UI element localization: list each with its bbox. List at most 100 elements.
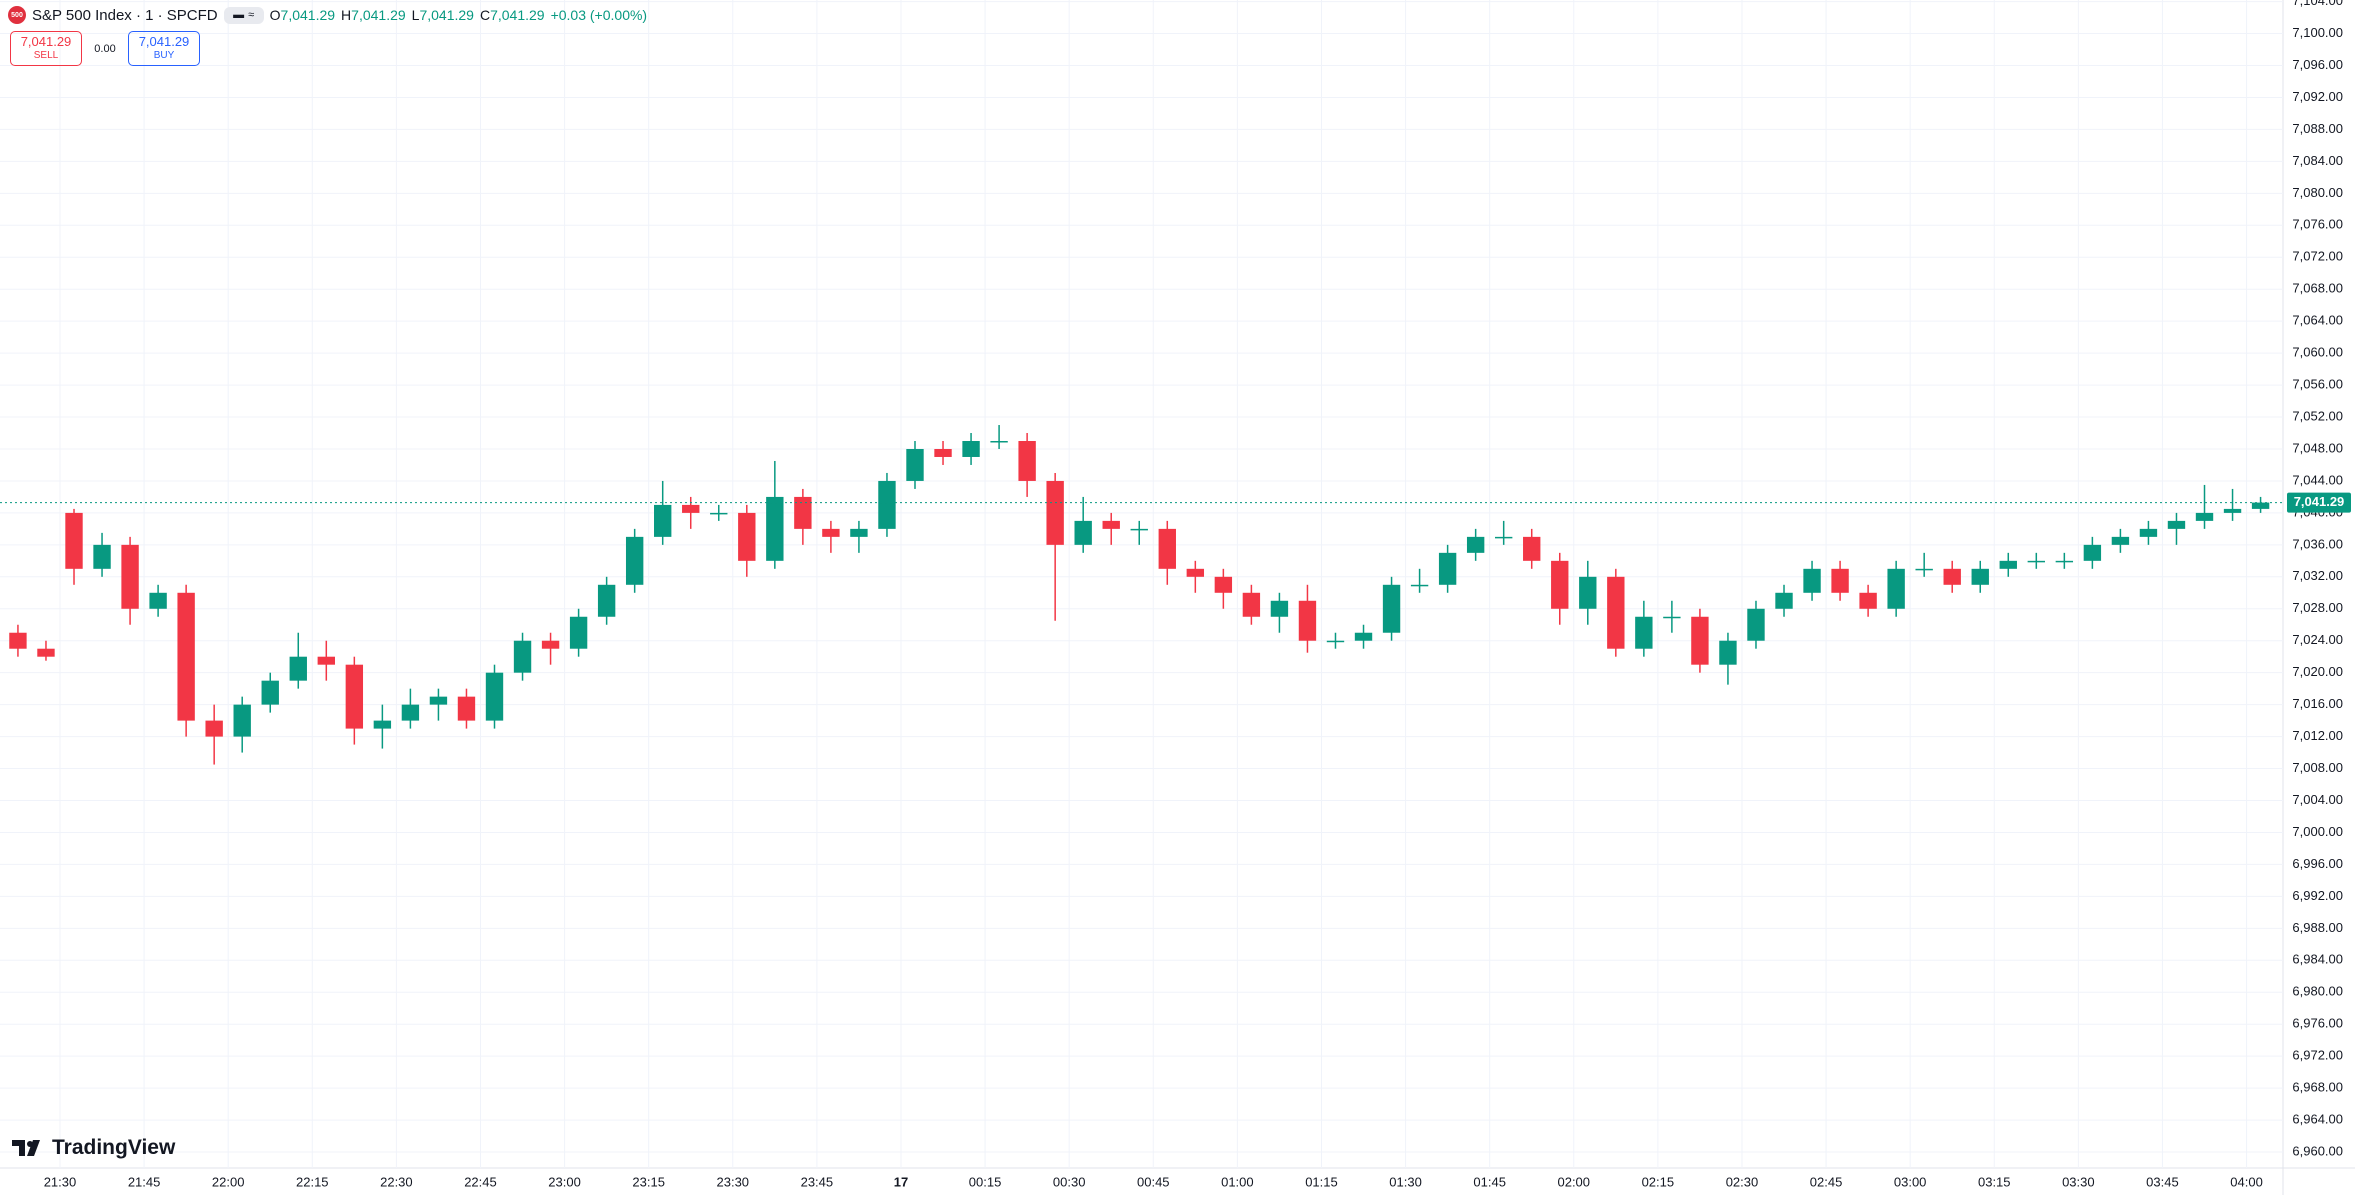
candle-body [1214,576,1233,593]
candle-body [1775,592,1793,609]
candle-body [513,640,532,673]
candle-body [654,504,672,537]
brand-name: TradingView [52,1136,176,1159]
candle-body [1887,568,1905,609]
y-tick-label: 7,100.00 [2292,25,2343,40]
candle-body [1691,616,1709,665]
y-tick-label: 7,024.00 [2292,632,2343,647]
candle-body [934,448,952,457]
x-tick-label: 01:15 [1305,1174,1338,1189]
y-tick-label: 7,028.00 [2292,600,2343,615]
candle-body [2111,536,2130,545]
x-tick-label: 03:30 [2062,1174,2095,1189]
candle-body [1046,480,1064,545]
candle-body [1270,600,1289,617]
candle-body [1242,592,1261,617]
candle-body [345,664,364,729]
x-tick-label: 03:15 [1978,1174,2011,1189]
candle-body [2055,560,2074,563]
x-tick-label: 00:15 [969,1174,1002,1189]
candle-body [710,512,728,515]
candle-body [569,616,588,649]
candle-body [93,544,111,569]
candle-body [1326,640,1345,643]
x-tick-label: 23:15 [632,1174,665,1189]
sell-button[interactable]: 7,041.29 SELL [10,31,82,66]
candle-body [1579,576,1597,609]
candle-body [177,592,195,721]
last-price-label: 7,041.29 [2294,494,2345,509]
candle-body [1382,584,1401,633]
candle-body [233,704,251,737]
candle-body [541,640,560,649]
y-tick-label: 7,032.00 [2292,568,2343,583]
candle-body [37,648,55,657]
candle-body [1102,520,1120,529]
buy-button[interactable]: 7,041.29 BUY [128,31,200,66]
candle-body [261,680,279,705]
x-tick-label: 02:00 [1557,1174,1590,1189]
ohlc-value: 7,041.29 [280,7,336,23]
ohlc-value: 7,041.29 [490,7,545,23]
branding[interactable]: TradingView [12,1136,175,1160]
x-tick-label: 00:30 [1053,1174,1086,1189]
candle-body [1466,536,1485,553]
x-tick-label: 02:15 [1642,1174,1675,1189]
candle-body [373,720,392,729]
y-tick-label: 7,016.00 [2292,696,2343,711]
ohlc-value: 7,041.29 [419,7,474,23]
candle-body [822,528,840,537]
candle-body [1803,568,1821,593]
ohlc-letter: H [341,7,352,23]
symbol-title[interactable]: S&P 500 Index · 1 · SPCFD [32,6,218,24]
candle-body [906,448,924,481]
y-tick-label: 7,012.00 [2292,728,2343,743]
candle-body [2195,512,2214,521]
y-tick-label: 7,104.00 [2292,0,2343,8]
candle-body [1635,616,1653,649]
y-tick-label: 7,060.00 [2292,345,2343,360]
ohlc-value: 7,041.29 [351,7,406,23]
sell-price: 7,041.29 [20,33,72,49]
candle-body [1158,528,1176,569]
y-tick-label: 7,096.00 [2292,57,2343,72]
candle-body [121,544,139,609]
ohlc-values: O7,041.29 H7,041.29 L7,041.29 C7,041.29 [270,7,545,23]
candle-body [401,704,420,721]
buy-label: BUY [153,49,175,61]
candle-body [1438,552,1457,585]
candle-body [429,696,448,705]
candle-body [65,512,83,569]
last-price-box [2287,492,2351,513]
candle-body [289,656,307,681]
candle-body [1859,592,1877,609]
visibility-toggle[interactable]: ▬ ≈ [223,6,264,24]
ohlc-item: O7,041.29 [270,7,335,23]
candle-body [1663,616,1681,619]
x-tick-label: 22:30 [380,1174,413,1189]
candle-body [2027,560,2046,563]
buy-price: 7,041.29 [138,33,190,49]
x-tick-label: 21:45 [128,1174,161,1189]
y-tick-label: 7,048.00 [2292,440,2343,455]
candle-body [317,656,335,665]
candle-body [457,696,476,721]
ohlc-letter: C [479,7,491,23]
x-tick-label: 22:00 [212,1174,245,1189]
ohlc-letter: O [269,7,281,23]
candle-body [2083,544,2102,561]
y-tick-label: 7,068.00 [2292,281,2343,296]
x-tick-label: 04:00 [2230,1174,2263,1189]
ohlc-item: L7,041.29 [412,7,474,23]
candle-body [149,592,167,609]
x-tick-label: 01:45 [1473,1174,1506,1189]
candle-body [205,720,223,737]
x-tick-label: 23:45 [801,1174,834,1189]
y-tick-label: 6,980.00 [2292,984,2343,999]
candle-body [794,496,812,529]
x-tick-label: 01:30 [1389,1174,1422,1189]
y-tick-label: 7,036.00 [2292,536,2343,551]
